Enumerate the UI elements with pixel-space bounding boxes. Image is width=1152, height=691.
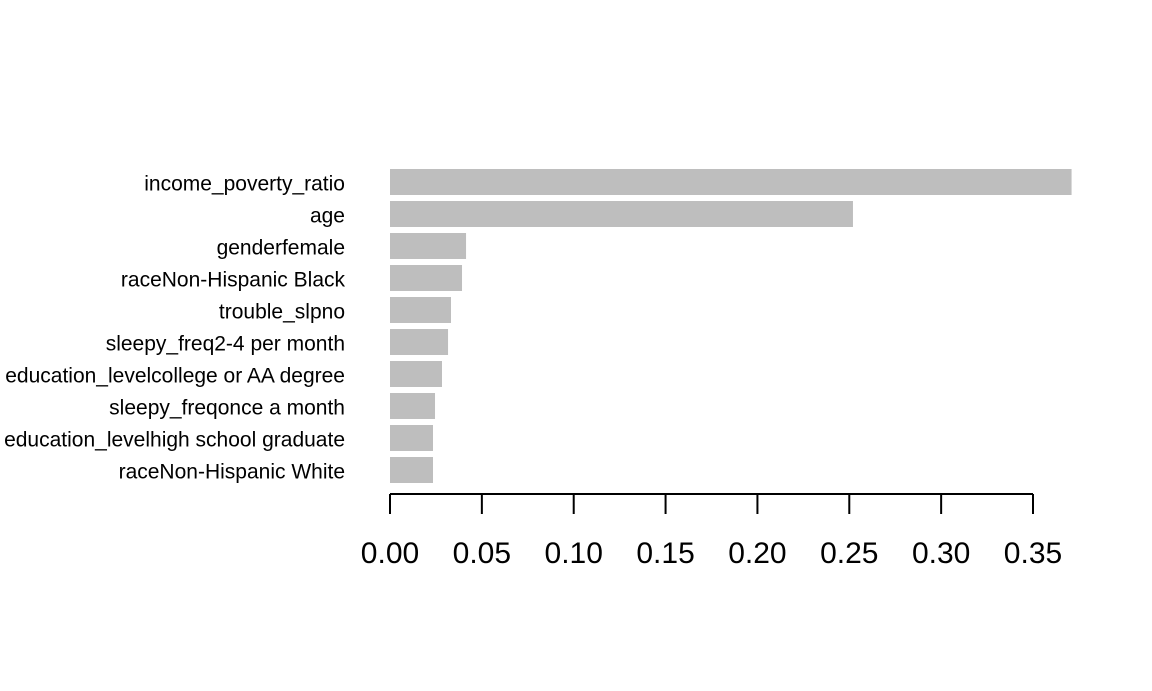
x-tick-label: 0.35	[1004, 537, 1062, 570]
x-tick-label: 0.30	[912, 537, 970, 570]
bar	[390, 297, 451, 323]
y-tick-label: income_poverty_ratio	[144, 173, 345, 196]
y-tick-label: trouble_slpno	[219, 301, 345, 324]
y-tick-label: sleepy_freqonce a month	[109, 397, 345, 420]
bar	[390, 169, 1072, 195]
bar	[390, 329, 449, 355]
x-tick-label: 0.10	[545, 537, 603, 570]
y-tick-label: sleepy_freq2-4 per month	[106, 333, 345, 356]
bar	[390, 361, 442, 387]
bar	[390, 265, 463, 291]
x-tick-label: 0.05	[453, 537, 511, 570]
bar	[390, 457, 433, 483]
y-tick-label: raceNon-Hispanic Black	[121, 269, 346, 292]
x-tick-label: 0.00	[361, 537, 419, 570]
x-tick-label: 0.15	[636, 537, 694, 570]
y-tick-label: education_levelhigh school graduate	[4, 429, 345, 452]
bar	[390, 393, 436, 419]
x-tick-label: 0.25	[820, 537, 878, 570]
bar	[390, 201, 853, 227]
y-tick-label: genderfemale	[217, 237, 345, 260]
y-tick-label: age	[310, 205, 345, 228]
x-tick-label: 0.20	[728, 537, 786, 570]
bar	[390, 233, 467, 259]
y-tick-label: education_levelcollege or AA degree	[5, 365, 345, 388]
bar	[390, 425, 433, 451]
y-tick-label: raceNon-Hispanic White	[119, 461, 345, 484]
